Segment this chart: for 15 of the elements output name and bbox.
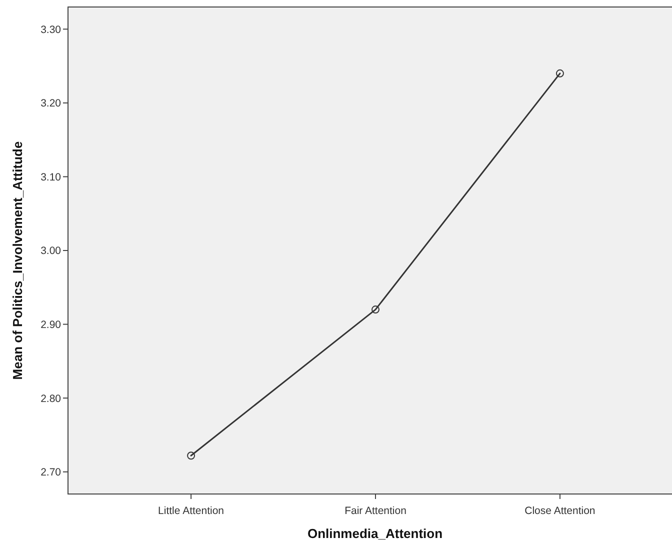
point bbox=[372, 306, 380, 314]
y-axis-title: Mean of Politics_Involvement_Attitude bbox=[10, 141, 25, 380]
y-tick-label: 3.10 bbox=[40, 171, 62, 184]
x-tick-label: Close Attention bbox=[524, 505, 596, 517]
point bbox=[556, 69, 564, 78]
x-tick-label: Little Attention bbox=[158, 505, 224, 517]
y-tick-label: 3.30 bbox=[40, 24, 62, 36]
x-axis-title: Onlinmedia_Attention bbox=[307, 526, 443, 541]
y-tick-label: 2.80 bbox=[40, 392, 62, 405]
x-tick-label: Fair Attention bbox=[344, 505, 407, 517]
point bbox=[187, 452, 196, 460]
y-tick-label: 2.70 bbox=[40, 466, 62, 479]
y-tick-label: 3.00 bbox=[40, 245, 62, 258]
y-tick-label: 2.90 bbox=[40, 318, 62, 331]
y-tick-label: 3.20 bbox=[40, 98, 62, 110]
